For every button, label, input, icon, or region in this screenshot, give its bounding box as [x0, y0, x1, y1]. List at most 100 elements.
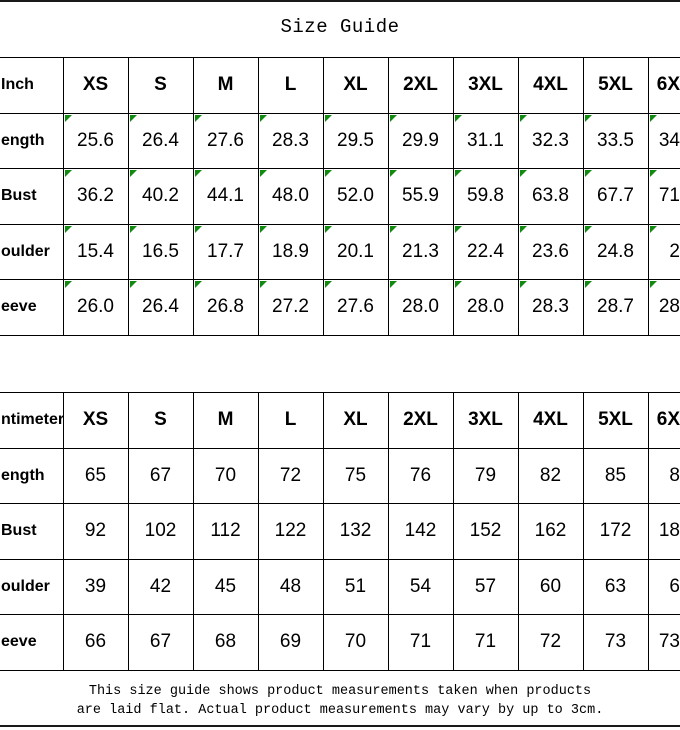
- size-value-cell: 27.6: [322, 279, 389, 336]
- cell-text: 26.4: [142, 129, 179, 151]
- flag-triangle-icon: [389, 281, 397, 288]
- size-column-header: XS: [62, 57, 129, 114]
- flag-triangle-icon: [389, 170, 397, 177]
- measurement-label: oulder: [0, 558, 64, 615]
- cell-text: 15.4: [77, 240, 114, 262]
- measurement-label: ength: [0, 112, 64, 169]
- footer-note-line2: are laid flat. Actual product measuremen…: [76, 703, 604, 718]
- flag-triangle-icon: [519, 281, 527, 288]
- cell-text: 28.0: [402, 296, 439, 318]
- size-value-cell: 82: [517, 447, 584, 504]
- top-divider: [0, 0, 680, 2]
- flag-triangle-icon: [129, 281, 137, 288]
- cell-text: 22.4: [467, 240, 504, 262]
- page-title: Size Guide: [280, 16, 400, 38]
- size-value-cell: 28: [647, 279, 680, 336]
- flag-triangle-icon: [194, 170, 202, 177]
- footer-note-line1: This size guide shows product measuremen…: [88, 684, 592, 699]
- size-value-cell: 26.4: [127, 112, 194, 169]
- size-value-cell: 85: [582, 447, 649, 504]
- measurement-label: oulder: [0, 223, 64, 280]
- flag-triangle-icon: [64, 114, 72, 122]
- cell-text: 16.5: [142, 240, 179, 262]
- cell-text: 2: [669, 240, 680, 262]
- size-column-header: 2XL: [387, 57, 454, 114]
- flag-triangle-icon: [649, 281, 657, 288]
- size-value-cell: 71: [387, 614, 454, 671]
- flag-triangle-icon: [519, 170, 527, 177]
- size-value-cell: 23.6: [517, 223, 584, 280]
- size-column-header: 4XL: [517, 392, 584, 449]
- size-value-cell: 29.5: [322, 112, 389, 169]
- size-value-cell: 72: [517, 614, 584, 671]
- size-value-cell: 44.1: [192, 168, 259, 225]
- flag-triangle-icon: [64, 170, 72, 177]
- size-value-cell: 24.8: [582, 223, 649, 280]
- cell-text: 18.9: [272, 240, 309, 262]
- size-column-header: S: [127, 392, 194, 449]
- cell-text: 20.1: [337, 240, 374, 262]
- size-value-cell: 92: [62, 503, 129, 560]
- measurement-row: Bust 92 102 112 122 132 142 152 162 172 18: [0, 503, 680, 560]
- cell-text: 27.6: [207, 129, 244, 151]
- size-value-cell: 71: [647, 168, 680, 225]
- flag-triangle-icon: [584, 281, 592, 288]
- size-value-cell: 59.8: [452, 168, 519, 225]
- size-value-cell: 79: [452, 447, 519, 504]
- measurement-row: ength 65 67 70 72 75 76 79 82 85 8: [0, 447, 680, 504]
- size-value-cell: 28.3: [517, 279, 584, 336]
- flag-triangle-icon: [194, 114, 202, 122]
- cell-text: 27.2: [272, 296, 309, 318]
- cell-text: 29.5: [337, 129, 374, 151]
- flag-triangle-icon: [584, 225, 592, 233]
- cell-text: 40.2: [142, 185, 179, 207]
- flag-triangle-icon: [64, 225, 72, 233]
- size-value-cell: 172: [582, 503, 649, 560]
- size-value-cell: 42: [127, 558, 194, 615]
- size-value-cell: 36.2: [62, 168, 129, 225]
- cell-text: 32.3: [532, 129, 569, 151]
- size-value-cell: 132: [322, 503, 389, 560]
- size-value-cell: 162: [517, 503, 584, 560]
- cell-text: 26.8: [207, 296, 244, 318]
- size-value-cell: 67.7: [582, 168, 649, 225]
- flag-triangle-icon: [584, 170, 592, 177]
- measurement-row: eeve 26.0 26.4 26.8 27.2 27.6 28.0 28.0 28.3 28.7…: [0, 279, 680, 336]
- size-value-cell: 60: [517, 558, 584, 615]
- size-value-cell: 54: [387, 558, 454, 615]
- size-value-cell: 65: [62, 447, 129, 504]
- size-value-cell: 20.1: [322, 223, 389, 280]
- size-column-header: L: [257, 57, 324, 114]
- measurement-label: eeve: [0, 279, 64, 336]
- bottom-divider: [0, 725, 680, 727]
- size-value-cell: 55.9: [387, 168, 454, 225]
- measurement-row: ength 25.6 26.4 27.6 28.3 29.5 29.9 31.1 32.3 33.…: [0, 112, 680, 169]
- size-value-cell: 69: [257, 614, 324, 671]
- size-value-cell: 152: [452, 503, 519, 560]
- size-column-header: XL: [322, 392, 389, 449]
- size-value-cell: 76: [387, 447, 454, 504]
- flag-triangle-icon: [519, 225, 527, 233]
- size-column-header: XL: [322, 57, 389, 114]
- cell-text: 28.3: [532, 296, 569, 318]
- size-column-header: 6X: [647, 57, 680, 114]
- flag-triangle-icon: [259, 225, 267, 233]
- size-value-cell: 57: [452, 558, 519, 615]
- size-table-centimeter: ntimeter XS S M L XL 2XL 3XL 4XL 5XL 6X ength 65 67 70…: [0, 392, 680, 671]
- flag-triangle-icon: [129, 114, 137, 122]
- size-value-cell: 112: [192, 503, 259, 560]
- size-value-cell: 29.9: [387, 112, 454, 169]
- footer-note: This size guide shows product measuremen…: [0, 682, 680, 720]
- size-value-cell: 21.3: [387, 223, 454, 280]
- size-value-cell: 67: [127, 447, 194, 504]
- flag-triangle-icon: [649, 114, 657, 122]
- size-value-cell: 28.7: [582, 279, 649, 336]
- size-value-cell: 28.3: [257, 112, 324, 169]
- flag-triangle-icon: [129, 170, 137, 177]
- size-value-cell: 31.1: [452, 112, 519, 169]
- size-column-header: 4XL: [517, 57, 584, 114]
- flag-triangle-icon: [649, 225, 657, 233]
- size-value-cell: 18: [647, 503, 680, 560]
- size-value-cell: 68: [192, 614, 259, 671]
- cell-text: 67.7: [597, 185, 634, 207]
